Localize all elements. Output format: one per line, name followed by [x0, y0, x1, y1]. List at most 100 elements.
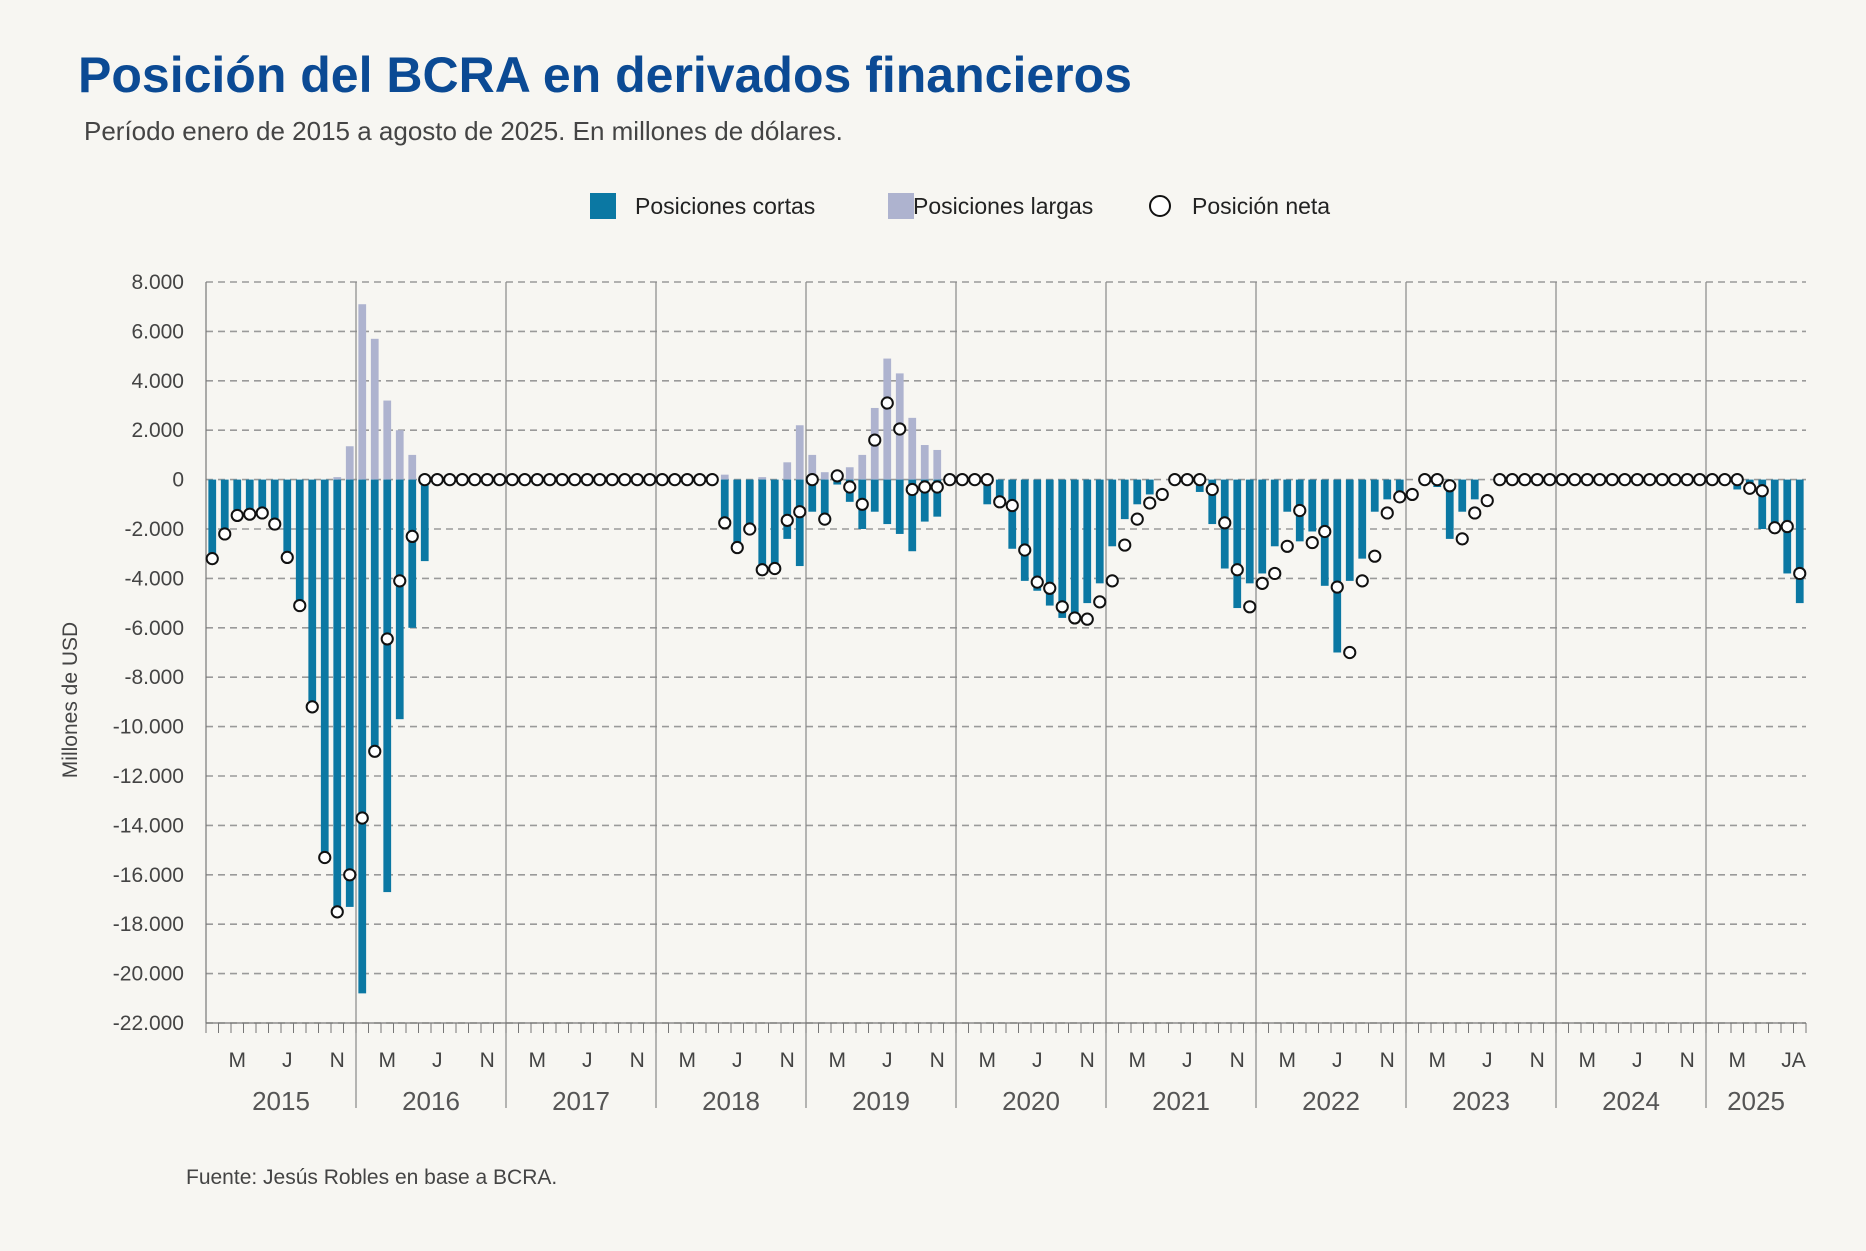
legend-label-net: Posición neta [1192, 193, 1330, 219]
bar-short [1758, 479, 1767, 529]
net-point [343, 868, 357, 882]
net-point [1143, 496, 1157, 510]
bar-short [870, 479, 879, 512]
bar-short [1070, 479, 1079, 618]
bar-long [370, 338, 379, 480]
net-point [1093, 595, 1107, 609]
bar-short [333, 479, 342, 910]
bar-short [895, 479, 904, 534]
y-tick-label: -2.000 [124, 518, 184, 541]
net-point [1743, 481, 1757, 495]
bar-short [745, 479, 754, 529]
bar-long [883, 358, 892, 480]
net-point [543, 473, 557, 487]
net-point [1330, 580, 1344, 594]
bar-long [820, 472, 829, 480]
bar-short [1345, 479, 1354, 581]
net-point [593, 473, 607, 487]
bar-short [345, 479, 354, 907]
net-point [368, 744, 382, 758]
month-tick-label: N [1380, 1049, 1395, 1072]
year-label: 2015 [252, 1086, 310, 1116]
bar-short [245, 479, 254, 516]
net-point [930, 480, 944, 494]
legend-swatch-long [888, 193, 914, 219]
net-point [405, 529, 419, 544]
net-point [493, 473, 507, 487]
net-point [1055, 600, 1069, 614]
net-point [1343, 645, 1357, 660]
net-point [1418, 473, 1432, 487]
net-point [1043, 581, 1057, 595]
bar-short [720, 479, 729, 525]
bar-short [1245, 479, 1254, 584]
net-point [1005, 498, 1019, 513]
bar-short [995, 479, 1004, 507]
year-label: 2016 [402, 1086, 460, 1116]
month-tick-label: N [1230, 1049, 1245, 1072]
y-tick-label: -14.000 [113, 814, 184, 837]
net-point [1393, 490, 1407, 504]
bar-long [395, 430, 404, 480]
bar-long [783, 462, 792, 480]
month-tick-label: J [1182, 1049, 1193, 1072]
bar-long [383, 400, 392, 480]
net-point [480, 473, 494, 487]
net-point [505, 473, 519, 487]
bar-short [283, 479, 292, 559]
net-point [1130, 512, 1144, 526]
net-point [1443, 479, 1457, 493]
net-point [268, 517, 282, 531]
net-point [580, 473, 594, 487]
bar-long [720, 474, 729, 480]
month-tick-label: M [679, 1049, 697, 1072]
bar-short [308, 479, 317, 707]
net-point [243, 507, 257, 521]
month-tick-label: N [1680, 1049, 1695, 1072]
month-tick-label: M [1729, 1049, 1747, 1072]
y-tick-label: -6.000 [124, 617, 184, 640]
net-point [1643, 473, 1657, 487]
net-point [1180, 473, 1194, 487]
bar-short [783, 479, 792, 539]
net-point [1355, 574, 1369, 588]
bar-short [358, 479, 367, 994]
bar-short [1083, 479, 1092, 604]
net-point [805, 473, 819, 487]
net-point [1780, 519, 1794, 534]
month-tick-label: M [229, 1049, 247, 1072]
bar-short [383, 479, 392, 893]
net-point [1368, 549, 1382, 563]
bar-short [1770, 479, 1779, 527]
net-point [655, 473, 669, 487]
month-tick-label: M [1579, 1049, 1597, 1072]
bar-short [920, 479, 929, 522]
net-point [1405, 487, 1419, 502]
bar-short [933, 479, 942, 517]
net-point [680, 473, 694, 487]
bar-short [908, 479, 917, 552]
year-label: 2022 [1302, 1086, 1360, 1116]
bar-short [733, 479, 742, 547]
net-point [730, 540, 744, 555]
month-tick-label: M [1279, 1049, 1297, 1072]
bar-short [395, 479, 404, 720]
month-tick-label: N [1530, 1049, 1545, 1072]
y-tick-label: 4.000 [131, 370, 184, 393]
net-point [1305, 535, 1319, 550]
y-axis-title: Millones de USD [59, 622, 82, 778]
y-tick-label: -8.000 [124, 666, 184, 689]
bar-short [220, 479, 229, 534]
bar-short [1133, 479, 1142, 505]
net-point [393, 574, 407, 588]
net-point [1530, 473, 1544, 487]
bar-long [858, 454, 867, 480]
month-tick-label: N [780, 1049, 795, 1072]
net-point [818, 512, 832, 526]
net-point [1243, 600, 1257, 614]
bar-long [333, 477, 342, 480]
net-point [1193, 473, 1207, 487]
bar-short [1108, 479, 1117, 547]
